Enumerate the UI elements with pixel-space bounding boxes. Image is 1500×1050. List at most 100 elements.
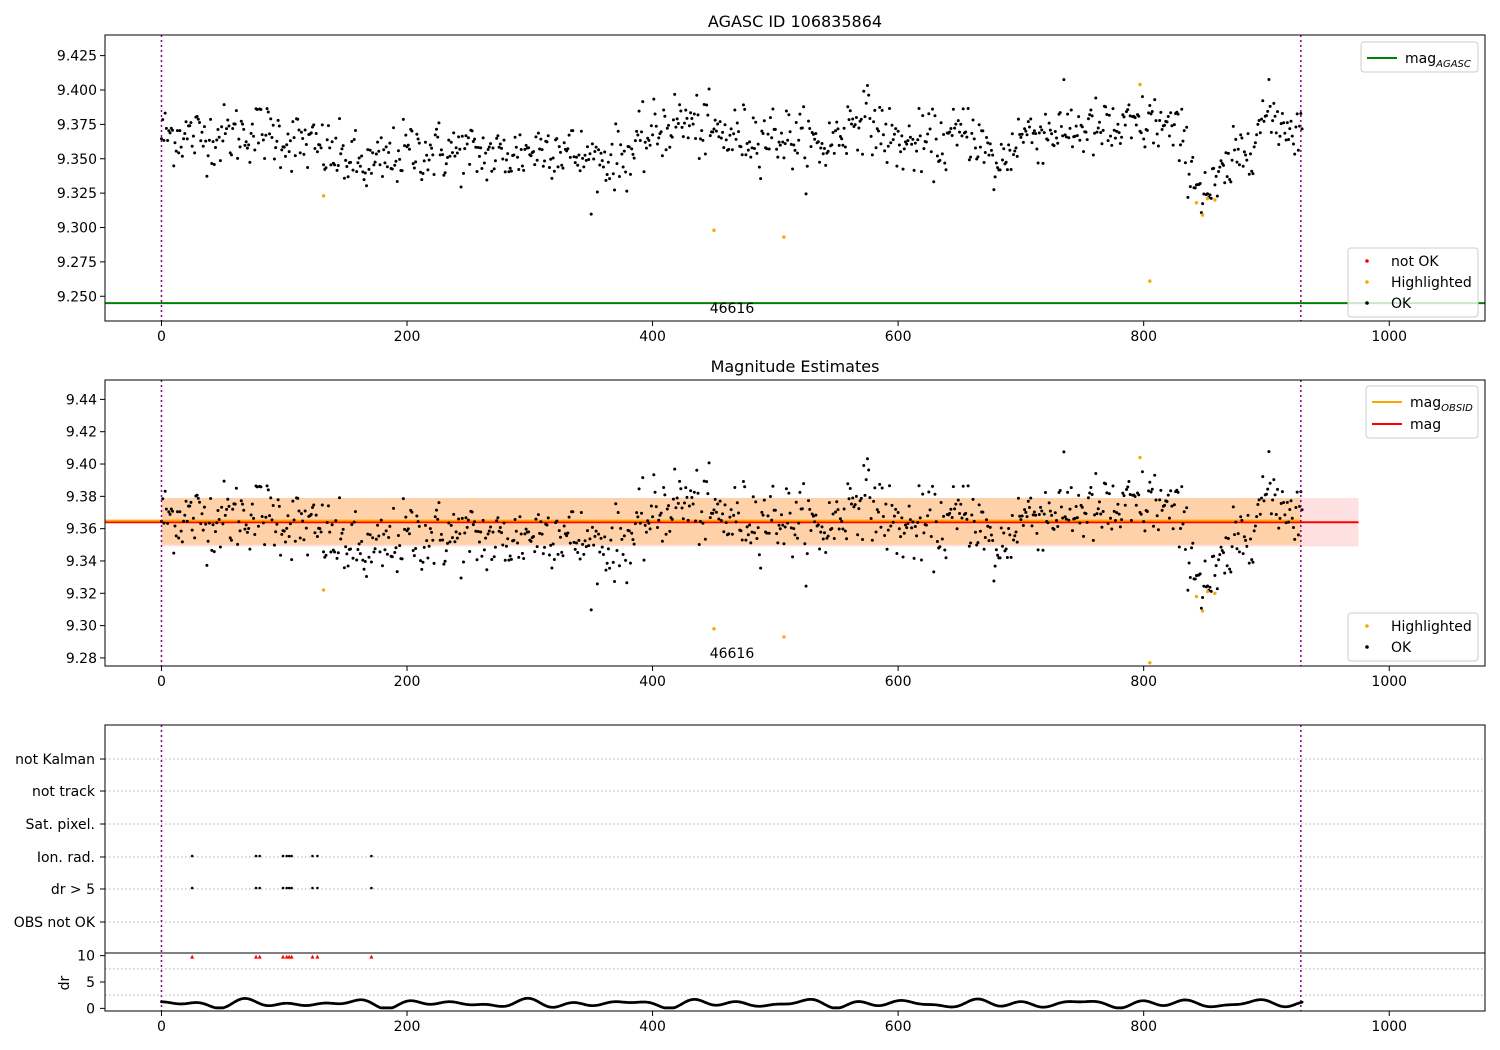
- ok-point: [897, 143, 901, 147]
- ok-point: [1284, 521, 1288, 525]
- ok-point: [660, 539, 664, 543]
- highlighted-point: [1213, 198, 1217, 202]
- ok-point: [992, 579, 996, 583]
- ok-point: [1031, 131, 1035, 135]
- ok-point: [786, 521, 790, 525]
- ok-point: [190, 528, 194, 532]
- ok-point: [1078, 138, 1082, 142]
- ok-point: [737, 130, 741, 134]
- ok-point: [185, 137, 189, 141]
- ok-point: [960, 134, 964, 138]
- ok-point: [1293, 537, 1297, 541]
- ok-point: [647, 138, 651, 142]
- ok-point: [631, 538, 635, 542]
- ok-point: [1148, 104, 1152, 108]
- plot-area: [105, 450, 1359, 665]
- ok-point: [665, 507, 669, 511]
- ok-point: [1244, 153, 1248, 157]
- ok-point: [393, 163, 397, 167]
- ok-point: [849, 502, 853, 506]
- ok-point: [270, 518, 274, 522]
- ok-point: [280, 532, 284, 536]
- ok-point: [638, 521, 642, 525]
- ok-point: [1142, 520, 1146, 524]
- ok-point: [459, 576, 463, 580]
- ok-point: [193, 536, 197, 540]
- ok-point: [814, 132, 818, 136]
- ok-point: [643, 140, 647, 144]
- ok-point: [1118, 142, 1122, 146]
- ok-point: [1158, 498, 1162, 502]
- ok-point: [807, 499, 811, 503]
- ok-point: [1188, 576, 1192, 580]
- ok-point: [1176, 112, 1180, 116]
- ok-point: [734, 137, 738, 141]
- ok-point: [349, 547, 353, 551]
- flag-label: Ion. rad.: [37, 850, 95, 866]
- ok-point: [269, 496, 273, 500]
- ok-point: [973, 530, 977, 534]
- ok-point: [881, 133, 885, 137]
- ok-point: [879, 142, 883, 146]
- ok-point: [744, 538, 748, 542]
- ok-point: [241, 122, 245, 126]
- ok-point: [1171, 527, 1175, 531]
- ok-point: [486, 532, 490, 536]
- ok-point: [906, 521, 910, 525]
- ok-point: [384, 145, 388, 149]
- ok-point: [449, 140, 453, 144]
- ok-point: [918, 134, 922, 138]
- ok-point: [1199, 211, 1203, 215]
- ok-point: [1095, 512, 1099, 516]
- ok-point: [313, 531, 317, 535]
- ok-point: [1041, 548, 1045, 552]
- ok-point: [422, 159, 426, 163]
- ok-point: [512, 153, 516, 157]
- ok-point: [739, 529, 743, 533]
- ok-point: [540, 148, 544, 152]
- ok-point: [938, 545, 942, 549]
- ok-point: [1077, 115, 1081, 119]
- ok-point: [524, 527, 528, 531]
- ok-point: [302, 538, 306, 542]
- ok-point: [757, 165, 761, 169]
- legend-label: OK: [1391, 640, 1412, 656]
- ok-point: [417, 141, 421, 145]
- ok-point: [853, 123, 857, 127]
- ok-point: [982, 547, 986, 551]
- ok-point: [290, 558, 294, 562]
- ok-point: [713, 497, 717, 501]
- ok-point: [1291, 526, 1295, 530]
- ok-point: [244, 140, 248, 144]
- ok-point: [1167, 134, 1171, 138]
- ok-point: [250, 502, 254, 506]
- ok-point: [744, 153, 748, 157]
- ok-point: [271, 123, 275, 127]
- dr-tick-label: 0: [86, 1001, 95, 1017]
- ok-point: [202, 505, 206, 509]
- ok-point: [476, 530, 480, 534]
- y-tick-label: 9.32: [66, 586, 97, 602]
- ok-point: [239, 499, 243, 503]
- ok-point: [377, 534, 381, 538]
- ok-point: [1140, 95, 1144, 99]
- ok-point: [1172, 503, 1176, 507]
- ok-point: [304, 526, 308, 530]
- ok-point: [350, 523, 354, 527]
- ok-point: [972, 519, 976, 523]
- ok-point: [356, 547, 360, 551]
- ok-point: [1007, 527, 1011, 531]
- ok-point: [1212, 166, 1216, 170]
- ok-point: [1036, 548, 1040, 552]
- ok-point: [1217, 169, 1221, 173]
- ok-point: [676, 122, 680, 126]
- ok-point: [1090, 492, 1094, 496]
- ok-point: [221, 139, 225, 143]
- ok-point: [319, 530, 323, 534]
- ok-point: [339, 537, 343, 541]
- ok-point: [1209, 196, 1213, 200]
- ok-point: [1100, 142, 1104, 146]
- ok-point: [1024, 129, 1028, 133]
- ok-point: [988, 142, 992, 146]
- ok-point: [1040, 128, 1044, 132]
